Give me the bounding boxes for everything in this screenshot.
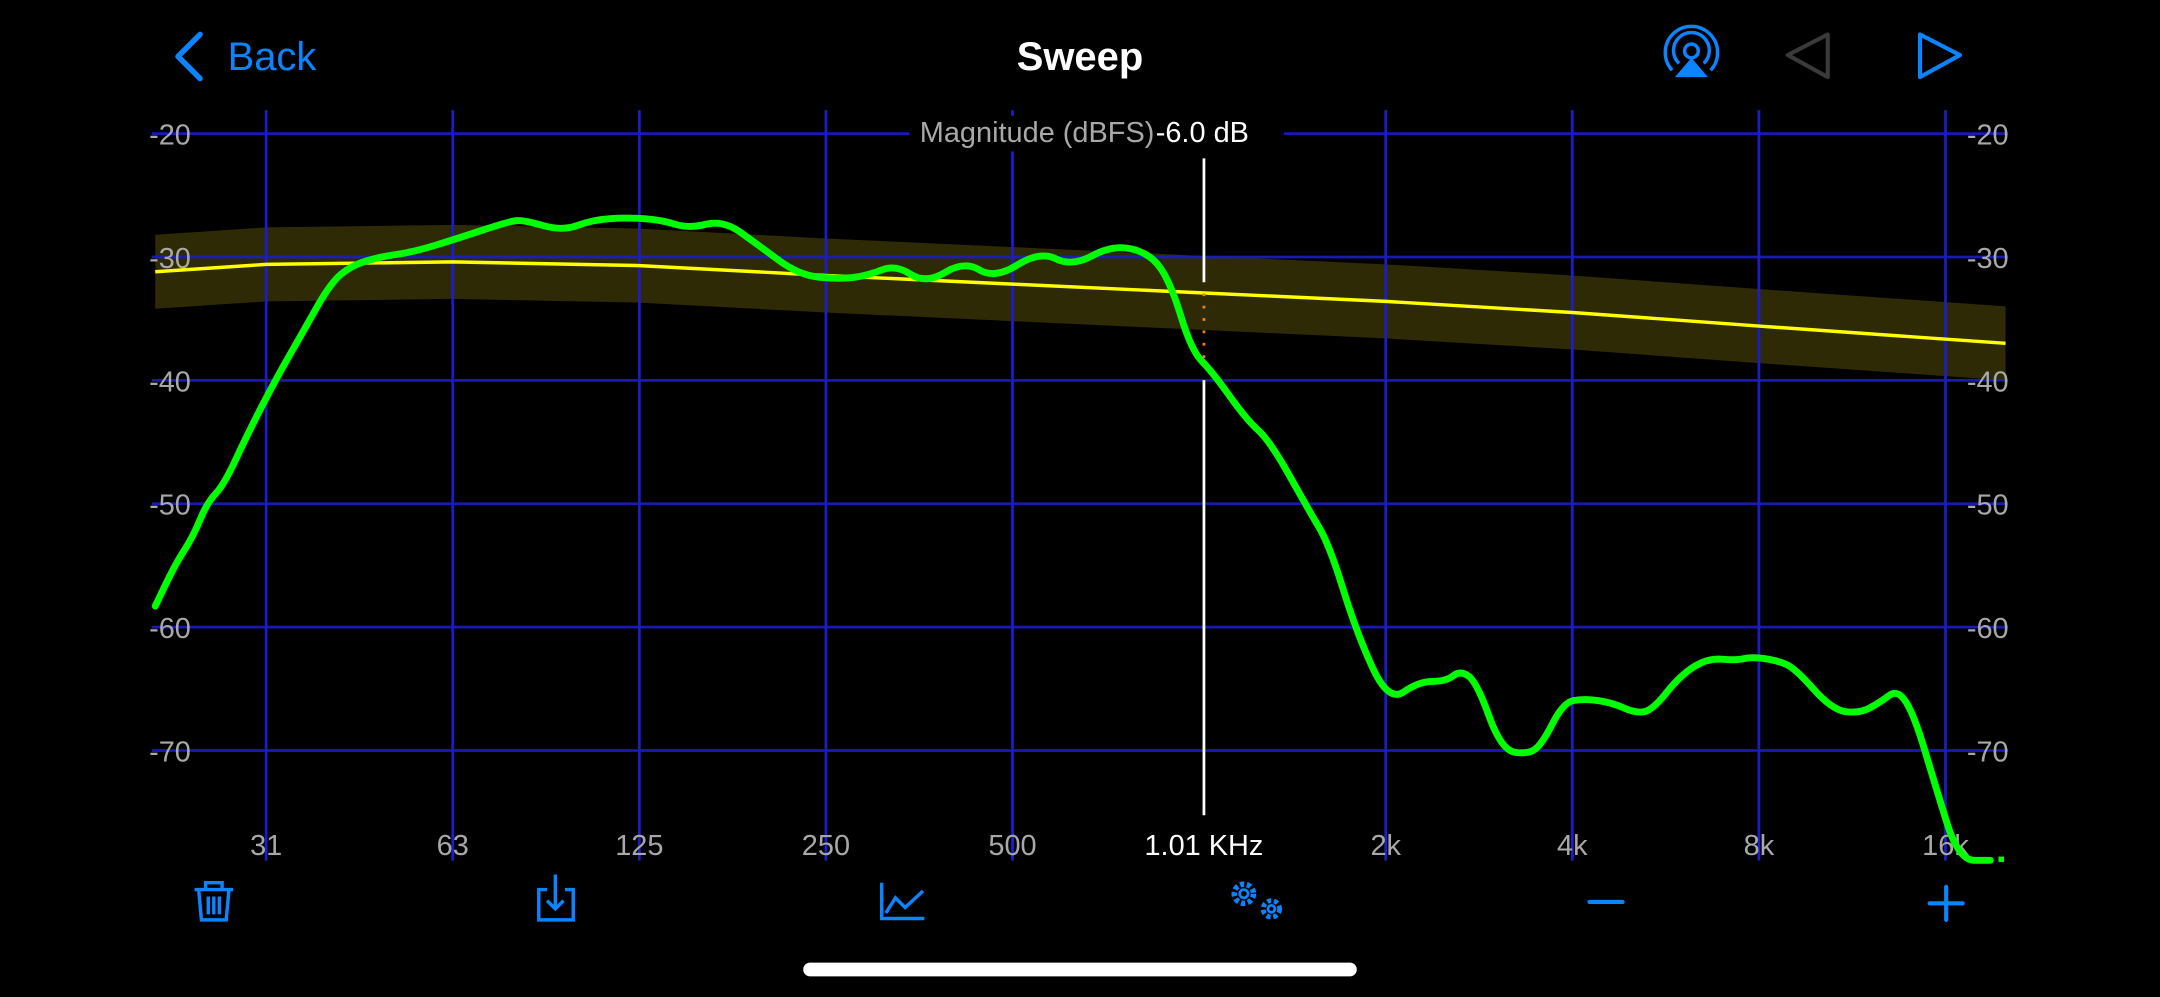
x-tick-label: 125 [615, 830, 663, 862]
previous-icon[interactable] [1785, 32, 1830, 80]
trash-icon [194, 880, 234, 922]
measured-curve [151, 214, 1994, 864]
cursor-label-bg [909, 115, 1284, 152]
y-tick-label-left: -70 [149, 737, 191, 769]
x-tick-label: 2k [1370, 830, 1401, 862]
x-tick-label: 63 [437, 830, 469, 862]
y-tick-label-right: -50 [1967, 490, 2009, 522]
x-tick-label: 31 [250, 830, 282, 862]
target-curve [155, 260, 2006, 346]
y-tick-label-left: -50 [149, 490, 191, 522]
chart-button[interactable] [879, 882, 925, 921]
back-label: Back [228, 35, 318, 79]
cursor-axis-label: Magnitude (dBFS) [920, 117, 1155, 149]
x-tick-label: 500 [988, 830, 1036, 862]
settings-icon [1231, 881, 1283, 920]
back-button[interactable]: Back [175, 31, 318, 82]
next-icon[interactable] [1917, 32, 1963, 80]
x-tick-label: 250 [802, 830, 850, 862]
download-icon [537, 874, 575, 922]
zoom-in-button[interactable] [1927, 884, 1965, 922]
cursor-value: -6.0 dB [1156, 117, 1249, 149]
y-tick-label-left: -40 [149, 366, 191, 398]
chart-icon [879, 882, 925, 921]
y-tick-label-right: -40 [1967, 366, 2009, 398]
x-tick-label: 1.01 KHz [1144, 830, 1263, 862]
y-tick-label-left: -20 [149, 120, 191, 152]
zoom-in-icon [1927, 884, 1965, 922]
chevron-left-icon [175, 31, 203, 82]
y-tick-label-right: -30 [1967, 243, 2009, 275]
x-tick-label: 4k [1557, 830, 1588, 862]
delete-button[interactable] [194, 880, 234, 922]
y-tick-label-right: -70 [1967, 737, 2009, 769]
y-tick-label-right: -60 [1967, 613, 2009, 645]
page-title: Sweep [1017, 35, 1143, 79]
y-tick-label-right: -20 [1967, 120, 2009, 152]
x-tick-label: 8k [1744, 830, 1775, 862]
home-indicator [803, 962, 1357, 977]
measured-end-marker [1998, 856, 2005, 863]
settings-button[interactable] [1231, 881, 1283, 920]
y-tick-label-left: -60 [149, 613, 191, 645]
airplay-triangle [1674, 57, 1708, 78]
airplay-button[interactable] [1663, 24, 1720, 78]
export-button[interactable] [537, 874, 575, 922]
